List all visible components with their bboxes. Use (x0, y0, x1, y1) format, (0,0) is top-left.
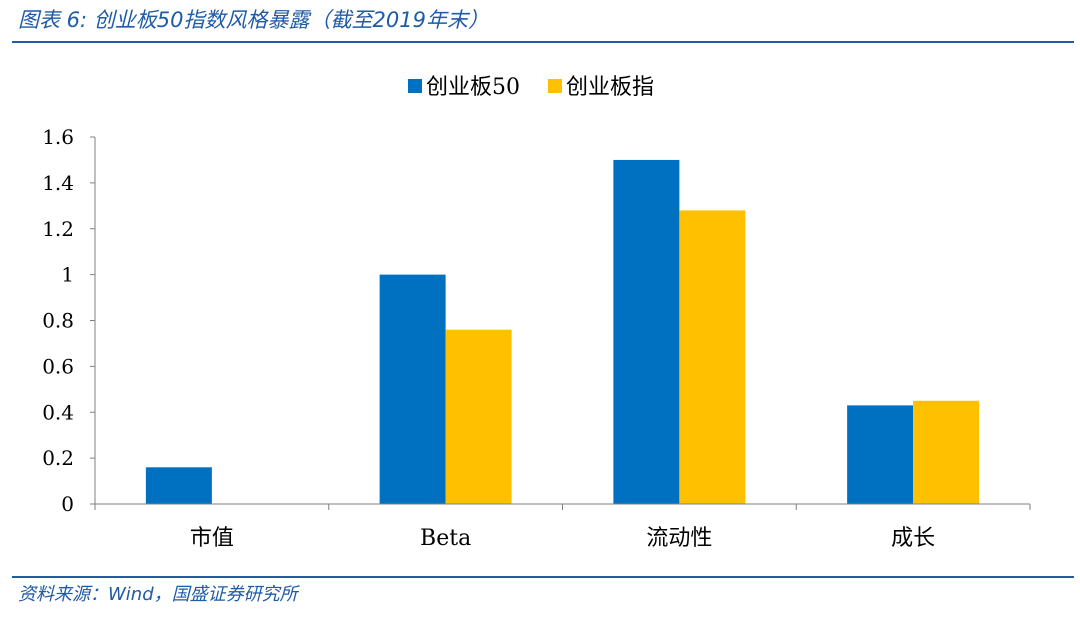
x-tick-label: 流动性 (646, 526, 712, 551)
bar-2-4 (913, 400, 980, 504)
bar-1-2 (379, 274, 446, 504)
legend-swatch (408, 79, 422, 93)
source-rule (12, 576, 1074, 578)
source-note: 资料来源：Wind，国盛证券研究所 (18, 584, 298, 605)
x-tick-label: Beta (420, 526, 471, 551)
y-tick-label: 1.2 (42, 217, 74, 241)
bar-1-4 (847, 405, 914, 504)
legend-label: 创业板50 (426, 75, 520, 100)
bar-1-3 (613, 159, 680, 504)
y-tick-label: 0.2 (42, 446, 74, 470)
figure-title: 图表 6: 创业板50指数风格暴露（截至2019年末） (18, 8, 489, 32)
bar-1-1 (145, 467, 212, 504)
legend-swatch (548, 79, 562, 93)
y-tick-label: 0.8 (42, 309, 74, 333)
bar-2-2 (445, 329, 512, 504)
chart-bars (145, 159, 980, 504)
bar-chart: 创业板50 创业板指 0 0.2 0.4 0.6 0.8 1 1.2 1.4 1.6 市值 Beta 流… (42, 75, 1031, 551)
chart-legend: 创业板50 创业板指 (408, 75, 654, 100)
y-tick-label: 0.4 (42, 400, 74, 424)
x-tick-label: 市值 (190, 526, 234, 551)
y-tick-label: 1.4 (42, 171, 74, 195)
legend-label: 创业板指 (566, 75, 654, 100)
chart-axes: 0 0.2 0.4 0.6 0.8 1 1.2 1.4 1.6 市值 Beta 流动性 成长 (42, 125, 1031, 551)
title-rule (12, 41, 1074, 43)
x-tick-label: 成长 (891, 526, 935, 551)
y-tick-label: 1.6 (42, 125, 74, 149)
y-tick-label: 1 (61, 263, 74, 287)
y-tick-label: 0 (61, 492, 74, 516)
y-tick-label: 0.6 (42, 354, 74, 378)
bar-2-3 (679, 210, 746, 504)
